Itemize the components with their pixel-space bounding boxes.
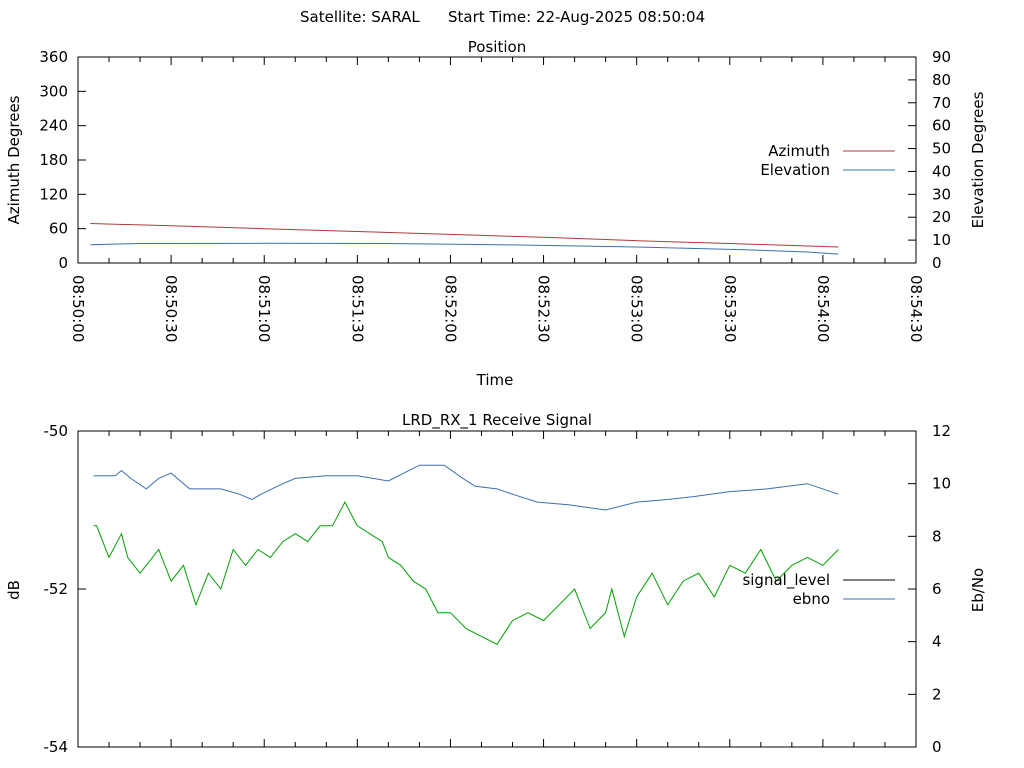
position-x-label: Time [476, 371, 514, 389]
series-line-elevation [90, 242, 839, 255]
series-line-azimuth [90, 223, 839, 248]
x-tick-label: 08:51:00 [255, 275, 273, 342]
y2-tick-label: 20 [932, 208, 951, 226]
y2-tick-label: 6 [932, 580, 942, 598]
y2-tick-label: 2 [932, 685, 942, 703]
y2-tick-label: 0 [932, 738, 942, 756]
x-tick-label: 08:54:00 [814, 275, 832, 342]
y2-tick-label: 10 [932, 475, 951, 493]
y2-tick-label: 40 [932, 162, 951, 180]
y2-tick-label: 10 [932, 231, 951, 249]
receive-signal-chart: LRD_RX_1 Receive Signal dB Eb/No -54 -52 -… [5, 411, 987, 756]
x-tick-label: 08:53:00 [628, 275, 646, 342]
satellite-label: Satellite: SARAL [300, 8, 420, 26]
y2-tick-label: 0 [932, 254, 942, 272]
y2-tick-label: 90 [932, 48, 951, 66]
position-title: Position [468, 38, 526, 56]
series-line-series-2 [93, 501, 839, 645]
legend-azimuth-label: Azimuth [768, 142, 830, 160]
x-tick-label: 08:52:30 [535, 275, 553, 342]
y-tick-label: 360 [39, 48, 68, 66]
x-tick-label: 08:52:00 [441, 275, 459, 342]
y2-tick-label: 8 [932, 527, 942, 545]
legend-signal-level-label: signal_level [742, 571, 830, 590]
signal-y2-label: Eb/No [969, 568, 987, 612]
y2-tick-label: 80 [932, 71, 951, 89]
legend-ebno-label: ebno [793, 590, 830, 608]
start-time-label: Start Time: 22-Aug-2025 08:50:04 [448, 8, 705, 26]
signal-y-label: dB [5, 580, 23, 600]
x-tick-label: 08:51:30 [348, 275, 366, 342]
position-chart: Position Time Azimuth Degrees Elevation … [5, 38, 987, 389]
y-tick-label: 300 [39, 82, 68, 100]
legend-elevation-label: Elevation [760, 161, 830, 179]
y-tick-label: -50 [44, 422, 69, 440]
y2-tick-label: 60 [932, 117, 951, 135]
x-tick-label: 08:53:30 [721, 275, 739, 342]
series-line-ebno [93, 464, 839, 511]
y-tick-label: 120 [39, 185, 68, 203]
signal-plot-frame [77, 430, 917, 748]
y-tick-label: 60 [49, 220, 68, 238]
y-tick-label: 0 [58, 254, 68, 272]
y-tick-label: -54 [44, 738, 69, 756]
x-tick-label: 08:50:00 [69, 275, 87, 342]
y-tick-label: -52 [44, 580, 69, 598]
y-tick-label: 240 [39, 117, 68, 135]
y-tick-label: 180 [39, 151, 68, 169]
y2-tick-label: 4 [932, 633, 942, 651]
y2-tick-label: 50 [932, 140, 951, 158]
x-tick-label: 08:54:30 [907, 275, 925, 342]
y2-tick-label: 12 [932, 422, 951, 440]
y2-tick-label: 70 [932, 94, 951, 112]
y2-tick-label: 30 [932, 185, 951, 203]
signal-title: LRD_RX_1 Receive Signal [402, 411, 592, 430]
position-y-label: Azimuth Degrees [5, 95, 23, 224]
x-tick-label: 08:50:30 [162, 275, 180, 342]
position-y2-label: Elevation Degrees [969, 91, 987, 228]
position-plot-frame [77, 56, 917, 264]
